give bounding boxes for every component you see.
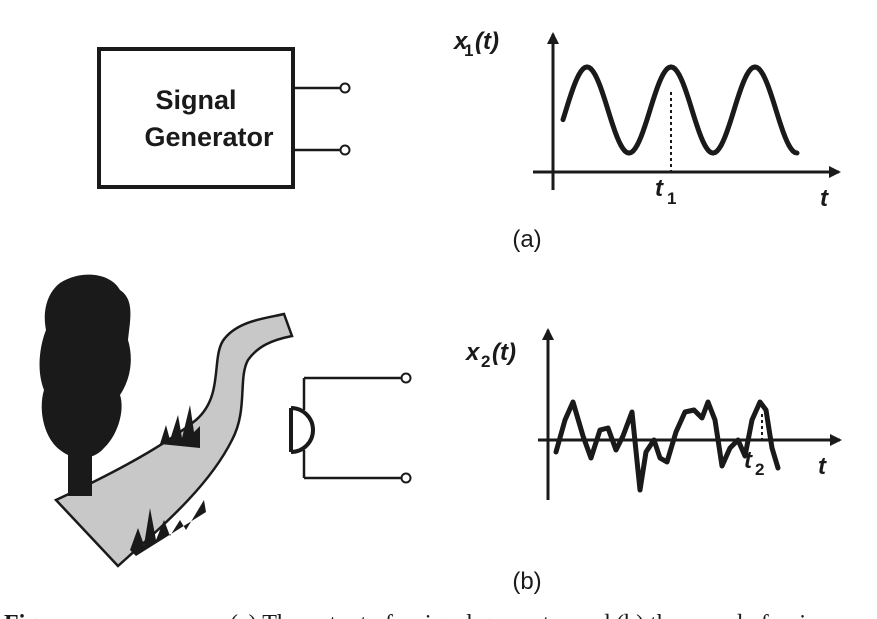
plot-b-y-label-arg: (t) [492,339,516,366]
grass-icon [160,405,200,448]
caption-text: (a) The output of a signal generator and… [230,611,837,619]
panel-b-label: (b) [512,568,541,595]
grass-icon [130,500,206,556]
generator-label-line1: Signal [155,85,236,115]
microphone-icon [289,406,315,454]
signal-generator-box [97,47,295,189]
plot-a-y-label-sub: 1 [464,41,473,60]
tree-icon [39,274,131,496]
plot-a-x-label: t [820,185,829,212]
panel-a: Signal Generator x 1 (t) t 1 t (a) [97,28,841,253]
noise-waveform [553,399,781,493]
t2-label-sub: 2 [755,460,764,479]
plot-b-x-label: t [818,453,827,480]
panel-b: x 2 (t) t 2 t (b) [39,274,842,595]
plot-b-y-label: x [464,339,481,366]
sine-waveform [560,64,800,156]
panel-a-label: (a) [512,226,541,253]
mic-terminal-top [400,372,412,384]
plot-a-y-label: x [452,28,469,55]
t1-label-sub: 1 [667,189,676,208]
generator-terminal-top [339,82,351,94]
t2-label: t [744,447,753,474]
figure-caption: Figure (a) The output of a signal genera… [4,611,837,619]
mic-terminal-bottom [400,472,412,484]
caption-prefix: Figure [4,611,72,619]
generator-label-line2: Generator [144,122,274,152]
plot-b-y-label-sub: 2 [481,352,490,371]
t1-label: t [655,175,664,202]
generator-terminal-bottom [339,144,351,156]
plot-a-y-label-arg: (t) [475,28,499,55]
